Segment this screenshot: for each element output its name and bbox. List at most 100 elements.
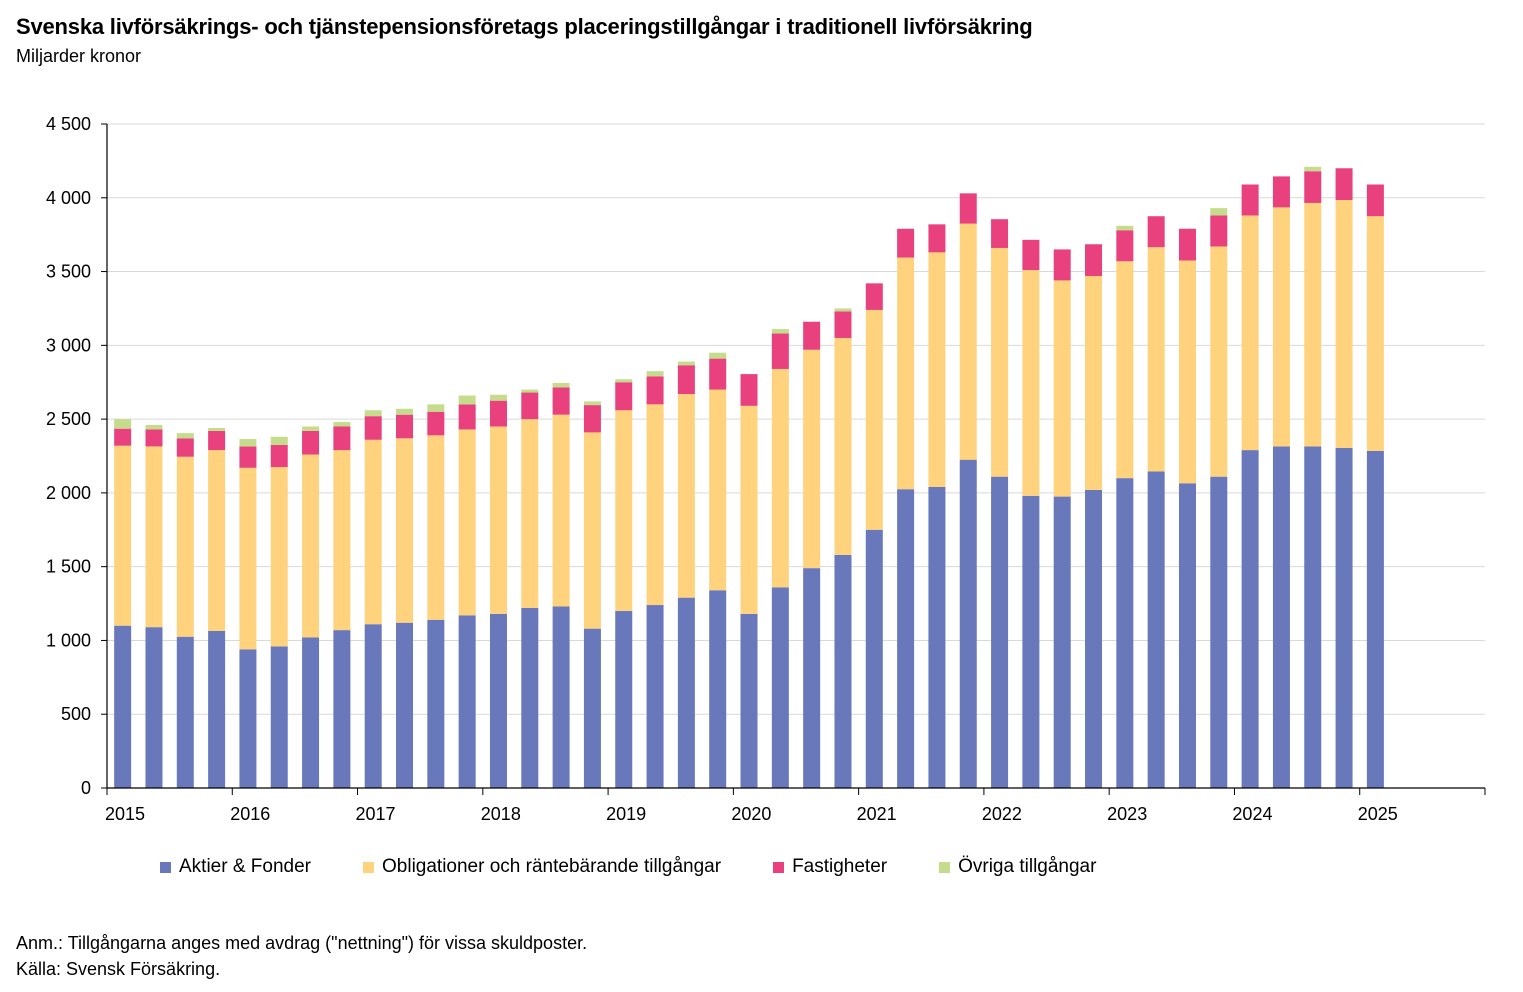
bar-segment-fastigheter [740, 374, 758, 406]
bar-segment-obligationer [771, 368, 789, 588]
bars [114, 166, 1384, 788]
bar-segment-fastigheter [396, 414, 414, 439]
bar-segment-aktier [1210, 476, 1228, 788]
bar-segment-fastigheter [270, 444, 288, 468]
bar-segment-aktier [583, 628, 601, 788]
bar-segment-aktier [771, 587, 789, 788]
legend-label-obligationer: Obligationer och räntebärande tillgångar [382, 856, 722, 877]
legend-label-ovriga: Övriga tillgångar [958, 856, 1097, 877]
bar-segment-obligationer [1178, 260, 1196, 484]
bar-segment-fastigheter [959, 193, 977, 224]
bar-segment-aktier [427, 619, 445, 788]
bar-segment-aktier [302, 637, 320, 788]
bar-segment-obligationer [1147, 247, 1165, 472]
bar-segment-ovriga [114, 419, 132, 429]
x-tick-label: 2016 [230, 804, 270, 824]
bar-segment-fastigheter [803, 321, 821, 350]
bar-segment-obligationer [396, 438, 414, 623]
bar-segment-obligationer [208, 450, 226, 631]
legend-swatch-ovriga [939, 861, 951, 873]
bar-segment-fastigheter [333, 426, 351, 451]
bar-segment-fastigheter [1241, 184, 1259, 216]
bar-segment-obligationer [1210, 246, 1228, 477]
bar-segment-aktier [897, 489, 915, 788]
bar-segment-fastigheter [1178, 228, 1196, 261]
x-tick-label: 2017 [356, 804, 396, 824]
bar-segment-fastigheter [521, 392, 539, 420]
bar-segment-fastigheter [114, 428, 132, 446]
y-tick-label: 3 000 [46, 335, 91, 355]
bar-segment-aktier [928, 486, 946, 788]
x-tick-label: 2020 [731, 804, 771, 824]
bar-segment-fastigheter [1053, 249, 1071, 281]
bar-segment-aktier [740, 613, 758, 788]
bar-segment-obligationer [458, 429, 476, 616]
bar-segment-fastigheter [646, 376, 664, 405]
y-tick-label: 3 500 [46, 262, 91, 282]
bar-segment-aktier [1335, 447, 1353, 788]
bar-segment-fastigheter [176, 438, 194, 457]
axes [101, 123, 1486, 795]
bar-segment-ovriga [771, 329, 789, 334]
bar-segment-obligationer [145, 446, 163, 628]
bar-segment-ovriga [458, 395, 476, 405]
bar-segment-ovriga [364, 410, 382, 417]
footnote: Anm.: Tillgångarna anges med avdrag ("ne… [16, 930, 587, 982]
bar-segment-fastigheter [1210, 215, 1228, 247]
x-tick-label: 2023 [1107, 804, 1147, 824]
x-tick-label: 2021 [857, 804, 897, 824]
bar-segment-ovriga [489, 394, 507, 401]
bar-segment-aktier [1241, 450, 1259, 788]
bar-segment-ovriga [396, 408, 414, 415]
legend-item-obligationer: Obligationer och räntebärande tillgångar [363, 856, 721, 878]
bar-segment-obligationer [834, 337, 852, 555]
bar-segment-ovriga [709, 352, 727, 359]
chart-title: Svenska livförsäkrings- och tjänstepensi… [16, 14, 1033, 39]
bar-segment-fastigheter [1272, 176, 1290, 208]
bar-segment-fastigheter [928, 224, 946, 253]
bar-segment-obligationer [897, 257, 915, 490]
bar-segment-fastigheter [208, 430, 226, 451]
y-tick-label: 4 500 [46, 114, 91, 134]
bar-segment-fastigheter [1366, 184, 1384, 217]
bar-segment-aktier [1147, 471, 1165, 788]
note-text: Anm.: Tillgångarna anges med avdrag ("ne… [16, 933, 588, 953]
bar-segment-ovriga [239, 439, 257, 447]
bar-segment-ovriga [521, 389, 539, 393]
bar-segment-aktier [1022, 495, 1040, 788]
legend-label-fastigheter: Fastigheter [792, 856, 888, 877]
bar-segment-aktier [364, 624, 382, 788]
bar-segment-aktier [208, 630, 226, 788]
source-text: Källa: Svensk Försäkring. [16, 959, 221, 979]
legend: Aktier & Fonder Obligationer och räntebä… [160, 856, 1148, 878]
bar-segment-fastigheter [615, 382, 633, 411]
bar-segment-obligationer [583, 432, 601, 629]
bar-segment-obligationer [1241, 215, 1259, 451]
legend-swatch-aktier [160, 861, 171, 873]
bar-segment-obligationer [239, 467, 257, 650]
bar-segment-aktier [114, 625, 132, 788]
bar-segment-obligationer [740, 405, 758, 614]
bar-segment-obligationer [1304, 202, 1322, 447]
x-tick-label: 2025 [1358, 804, 1398, 824]
bar-segment-fastigheter [677, 365, 695, 395]
legend-swatch-obligationer [363, 861, 374, 873]
bar-segment-ovriga [208, 427, 226, 431]
bar-segment-obligationer [646, 404, 664, 606]
bar-segment-aktier [646, 605, 664, 788]
bar-segment-fastigheter [865, 283, 883, 310]
bar-segment-fastigheter [489, 400, 507, 427]
bar-segment-fastigheter [427, 411, 445, 436]
bar-segment-aktier [677, 597, 695, 788]
bar-segment-aktier [803, 568, 821, 788]
bar-segment-ovriga [1116, 225, 1134, 231]
y-tick-label: 0 [81, 778, 91, 798]
bar-segment-obligationer [1366, 216, 1384, 451]
bar-segment-aktier [489, 613, 507, 788]
bar-segment-aktier [1366, 450, 1384, 788]
bar-segment-ovriga [583, 401, 601, 406]
bar-segment-obligationer [552, 414, 570, 607]
x-tick-label: 2024 [1232, 804, 1272, 824]
bar-segment-obligationer [709, 389, 727, 591]
